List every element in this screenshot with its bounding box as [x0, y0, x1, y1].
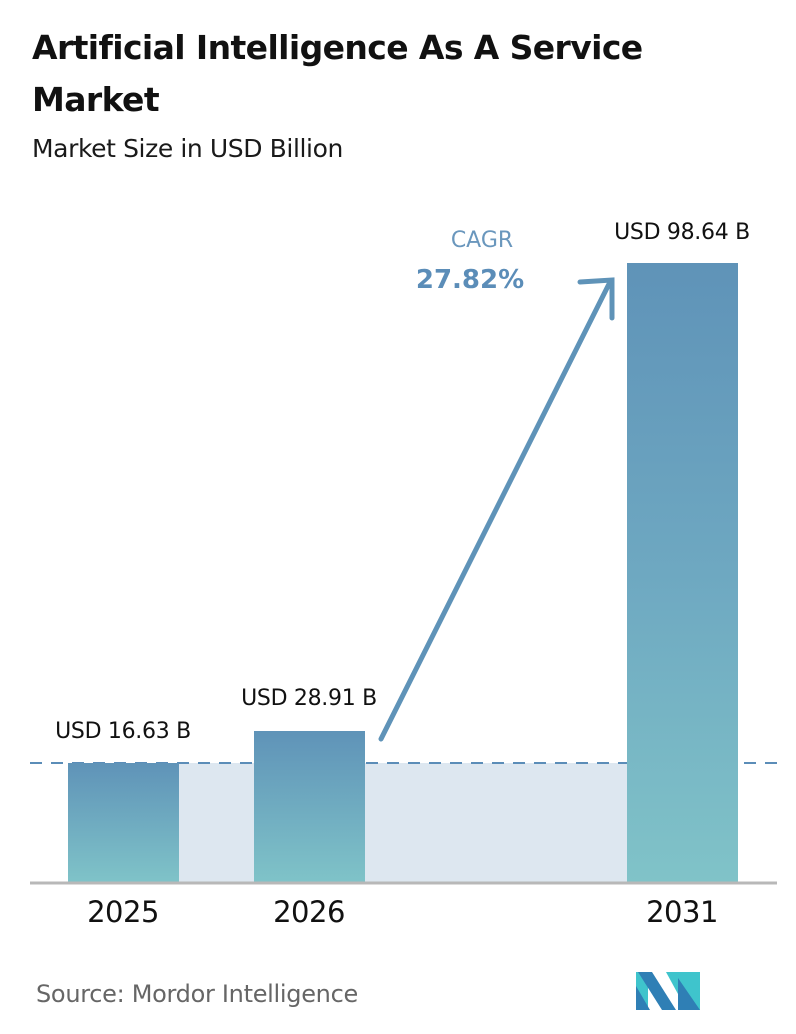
- bar-2025: [68, 763, 179, 882]
- x-tick-2025: 2025: [87, 895, 159, 929]
- bar-value-label-2025: USD 16.63 B: [55, 719, 191, 744]
- x-tick-2031: 2031: [646, 895, 718, 929]
- mordor-intelligence-logo-icon: [636, 972, 700, 1010]
- source-text: Source: Mordor Intelligence: [36, 980, 358, 1008]
- reference-band: [179, 763, 627, 882]
- cagr-label: CAGR: [450, 228, 514, 253]
- chart-subtitle: Market Size in USD Billion: [32, 134, 343, 163]
- chart-title: Artificial Intelligence As A Service Mar…: [32, 28, 643, 119]
- bar-value-label-2026: USD 28.91 B: [241, 686, 377, 711]
- cagr-value: 27.82%: [415, 265, 525, 295]
- x-tick-2026: 2026: [273, 895, 345, 929]
- cagr-arrow-icon: [378, 277, 615, 742]
- bar-2031: [627, 263, 738, 882]
- bar-2026: [254, 731, 365, 882]
- bar-value-label-2031: USD 98.64 B: [614, 220, 750, 245]
